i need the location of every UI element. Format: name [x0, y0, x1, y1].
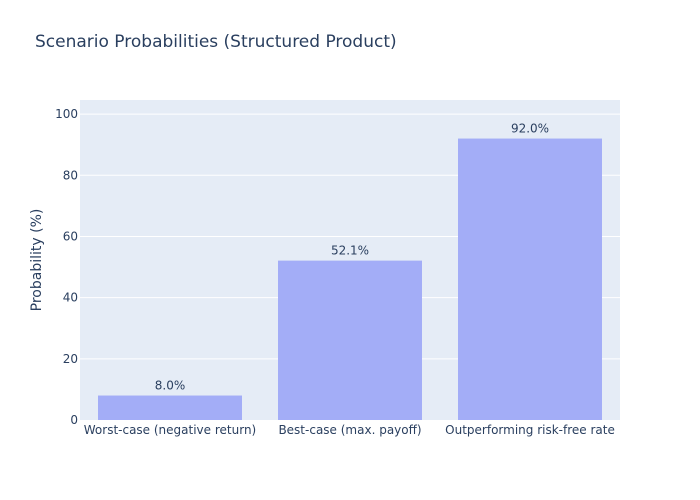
bar-value-label: 8.0%	[155, 379, 186, 393]
bar-value-label: 92.0%	[511, 122, 549, 136]
x-axis-ticks: Worst-case (negative return) Best-case (m…	[84, 423, 615, 437]
y-axis-ticks: 0 20 40 60 80 100	[55, 107, 78, 427]
y-tick-label: 80	[63, 168, 78, 182]
y-tick-label: 40	[63, 291, 78, 305]
bar	[98, 395, 242, 420]
y-tick-label: 0	[70, 413, 78, 427]
x-tick-label: Best-case (max. payoff)	[278, 423, 421, 437]
bar	[458, 138, 602, 420]
bars	[98, 138, 602, 420]
x-tick-label: Worst-case (negative return)	[84, 423, 256, 437]
chart-title: Scenario Probabilities (Structured Produ…	[35, 32, 397, 52]
y-tick-label: 100	[55, 107, 78, 121]
y-tick-label: 60	[63, 229, 78, 243]
bar-value-label: 52.1%	[331, 244, 369, 258]
bar	[278, 260, 422, 420]
x-tick-label: Outperforming risk-free rate	[445, 423, 615, 437]
y-tick-label: 20	[63, 352, 78, 366]
data-labels: 8.0% 52.1% 92.0%	[155, 122, 549, 393]
y-axis-title: Probability (%)	[29, 209, 45, 312]
